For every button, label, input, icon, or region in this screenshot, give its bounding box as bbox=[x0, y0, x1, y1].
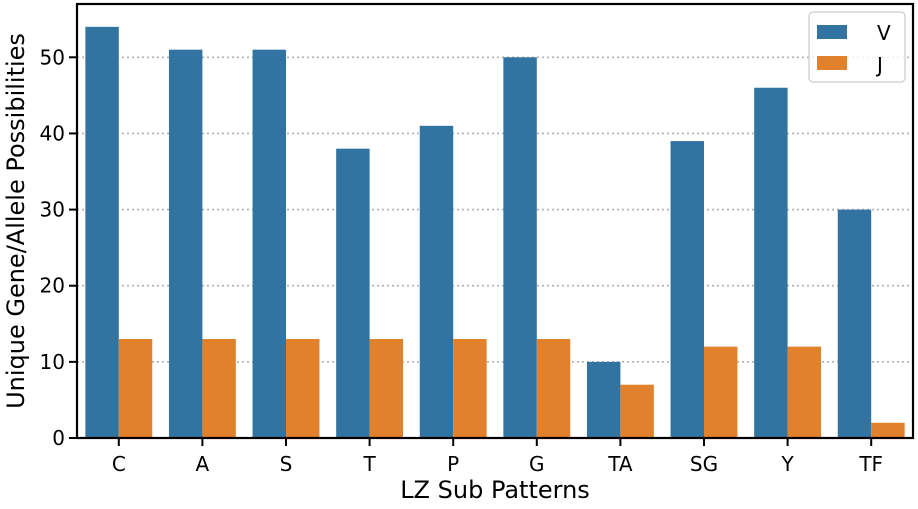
bar-v-a bbox=[168, 49, 203, 439]
bar-v-g bbox=[503, 57, 537, 438]
legend-swatch-j bbox=[817, 56, 847, 70]
bar-v-c bbox=[85, 26, 119, 439]
bar-j-t bbox=[369, 339, 404, 438]
y-tick-label: 30 bbox=[40, 198, 65, 222]
x-tick-label: TA bbox=[607, 452, 633, 476]
y-tick-label: 50 bbox=[40, 45, 65, 69]
bar-j-g bbox=[536, 339, 571, 438]
bar-j-s bbox=[286, 339, 320, 438]
y-axis-label: Unique Gene/Allele Possibilities bbox=[2, 33, 30, 409]
bar-v-ta bbox=[586, 361, 621, 438]
x-axis-label: LZ Sub Patterns bbox=[400, 476, 590, 504]
bar-j-tf bbox=[871, 422, 905, 438]
bar-v-s bbox=[252, 49, 286, 439]
legend-label-j: J bbox=[875, 53, 883, 77]
x-tick-label: T bbox=[362, 452, 376, 476]
bar-j-a bbox=[202, 339, 236, 438]
x-tick-label: SG bbox=[690, 452, 718, 476]
bar-v-t bbox=[336, 148, 370, 438]
bars bbox=[85, 26, 905, 439]
legend-swatch-v bbox=[817, 25, 847, 39]
x-tick-label: S bbox=[280, 452, 293, 476]
y-tick-label: 40 bbox=[40, 121, 65, 145]
x-tick-label: G bbox=[529, 452, 545, 476]
x-tick-label: P bbox=[447, 452, 459, 476]
axes bbox=[75, 2, 915, 440]
bar-j-sg bbox=[704, 346, 738, 438]
y-tick-label: 0 bbox=[52, 426, 65, 450]
x-tick-label: TF bbox=[858, 452, 883, 476]
ticks: 0 10 20 30 40 50 C A S T P G TA SG Y TF bbox=[40, 45, 884, 476]
plot-frame bbox=[75, 2, 915, 440]
bar-j-p bbox=[453, 339, 487, 438]
bar-v-y bbox=[754, 87, 788, 438]
y-tick-label: 10 bbox=[40, 350, 65, 374]
x-tick-label: C bbox=[112, 452, 126, 476]
x-tick-label: A bbox=[196, 452, 210, 476]
bar-v-tf bbox=[837, 209, 872, 438]
bar-v-sg bbox=[670, 141, 704, 439]
bar-v-p bbox=[419, 125, 454, 439]
bar-j-y bbox=[787, 346, 822, 438]
bar-j-ta bbox=[620, 384, 654, 438]
legend-label-v: V bbox=[877, 21, 891, 45]
legend: V J bbox=[808, 11, 906, 83]
y-tick-label: 20 bbox=[40, 274, 65, 298]
bar-j-c bbox=[118, 339, 153, 438]
x-tick-label: Y bbox=[780, 452, 794, 476]
